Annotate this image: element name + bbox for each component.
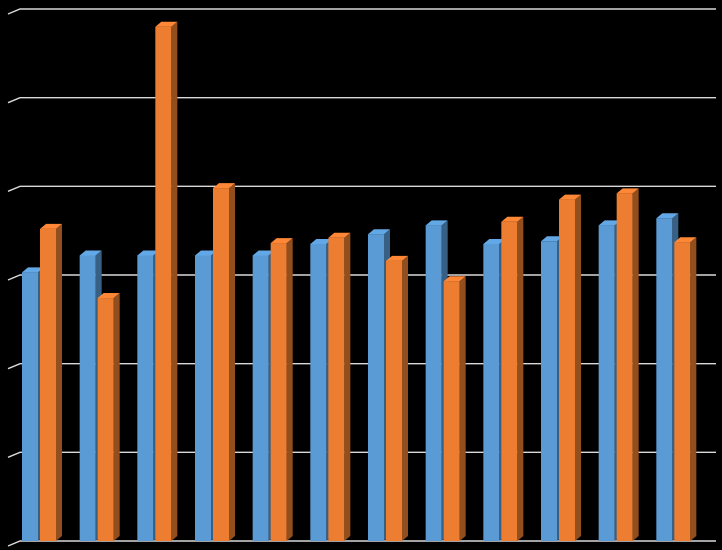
bar-front [541, 241, 557, 541]
bar-front [328, 237, 345, 541]
bar-front [252, 255, 269, 541]
bar-front [616, 193, 633, 541]
bar-top [155, 21, 178, 27]
bar-top [137, 250, 160, 256]
bar-top [40, 223, 62, 229]
bar-side [113, 293, 120, 541]
bar-side [344, 232, 351, 541]
bar-front [368, 234, 384, 542]
bar [97, 293, 120, 541]
gridline [7, 8, 716, 15]
bar [386, 255, 408, 541]
bar-top [22, 267, 44, 273]
bar-front [195, 255, 211, 541]
bar [155, 21, 178, 541]
bar-top [541, 236, 563, 242]
bar-front [656, 218, 673, 541]
bar-side [459, 276, 466, 541]
bar-front [22, 272, 38, 541]
bar-front [79, 255, 96, 541]
bar-top [270, 238, 293, 244]
bar-side [517, 216, 524, 542]
bar-top [252, 250, 275, 256]
bar-top [97, 293, 120, 299]
gridline [7, 540, 716, 547]
bar-front [97, 298, 114, 541]
gridlines [7, 8, 716, 547]
bar-side [632, 188, 639, 541]
bar [213, 183, 235, 541]
bar [328, 232, 351, 541]
bar-side [229, 183, 235, 541]
bar [40, 223, 62, 542]
bar-side [56, 223, 62, 542]
bar-front [559, 199, 575, 541]
bar-top [79, 250, 102, 256]
bar-top [368, 229, 390, 235]
bar-top [425, 220, 448, 226]
bar [616, 188, 639, 541]
bar-top [195, 250, 217, 256]
bars [22, 21, 697, 542]
bar-front [310, 243, 327, 541]
bar-top [656, 213, 679, 219]
bar [501, 216, 524, 542]
bar-top [598, 220, 621, 226]
bar-front [443, 281, 460, 541]
bar-side [690, 237, 697, 541]
bar [674, 237, 697, 541]
bar-top [559, 194, 581, 200]
bar-top [328, 232, 351, 238]
bar-side [286, 238, 293, 541]
bar-side [171, 21, 178, 541]
bar-front [501, 221, 518, 542]
bar-front [270, 243, 287, 541]
bar-front [155, 26, 172, 541]
bar-top [386, 255, 408, 261]
bar [270, 238, 293, 541]
bar-front [425, 225, 442, 541]
bar [559, 194, 581, 541]
bar-side [575, 194, 581, 541]
bar-front [137, 255, 154, 541]
bar-top [616, 188, 639, 194]
bar [443, 276, 466, 541]
bar-top [501, 216, 524, 222]
gridline [7, 96, 716, 104]
bar-top [213, 183, 235, 189]
bar-front [598, 225, 615, 541]
bar-top [310, 238, 333, 244]
bar-front [213, 188, 229, 541]
bar-front [386, 260, 402, 541]
bar-top [443, 276, 466, 282]
bar-front [40, 228, 56, 542]
bar-top [674, 237, 697, 243]
bar-side [402, 255, 408, 541]
gridline [7, 185, 716, 192]
bar-top [483, 238, 506, 244]
bar-front [674, 242, 691, 541]
bar-front [483, 243, 500, 541]
